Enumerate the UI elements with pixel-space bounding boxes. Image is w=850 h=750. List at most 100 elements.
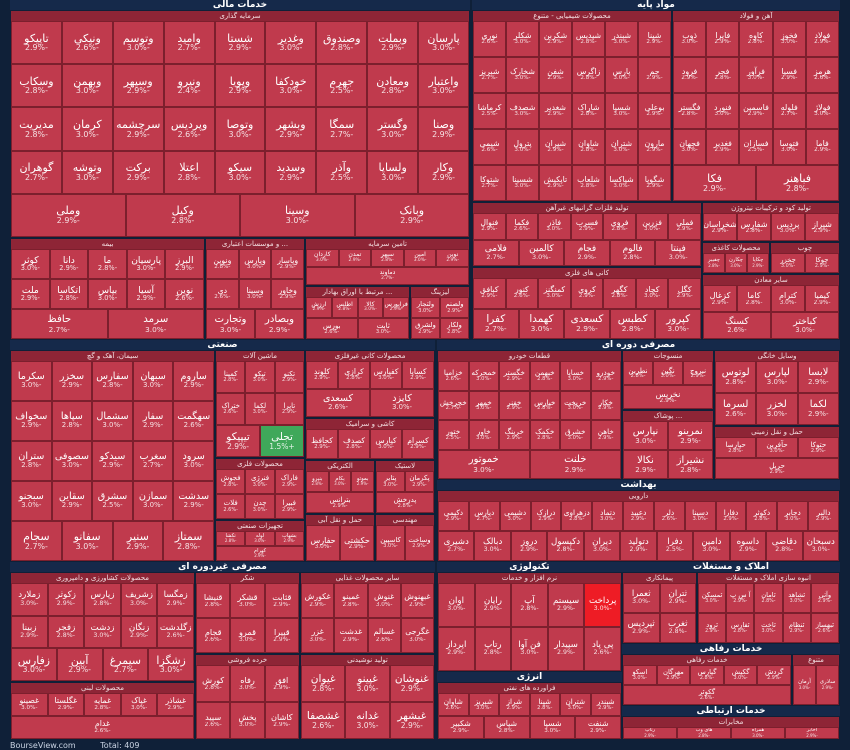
stock-tile[interactable]: خریخت -3.0% <box>560 390 591 420</box>
stock-tile[interactable]: شخارک -3.0% <box>506 57 539 93</box>
stock-tile[interactable]: شپنا -2.9% <box>638 21 671 57</box>
stock-tile[interactable]: ثبهساز -2.6% <box>810 613 839 643</box>
stock-tile[interactable]: کسنگ -2.6% <box>703 312 771 339</box>
stock-tile[interactable]: فاذر -3.0% <box>538 213 571 240</box>
stock-tile[interactable]: ساروم -2.9% <box>173 361 214 401</box>
stock-tile[interactable]: دشیمی -3.0% <box>499 501 531 531</box>
stock-tile[interactable]: ثتران -2.9% <box>659 583 696 613</box>
stock-tile[interactable]: گپارس -2.8% <box>690 665 724 685</box>
stock-tile[interactable]: اتکاسا -2.8% <box>49 279 89 309</box>
stock-tile[interactable]: وسکاب -2.8% <box>11 64 62 108</box>
stock-tile[interactable]: خگستر -2.9% <box>499 361 530 391</box>
stock-tile[interactable]: ذوب -3.0% <box>673 21 707 57</box>
stock-tile[interactable]: کطبس -2.8% <box>609 308 656 339</box>
stock-tile[interactable]: سقاین -2.9% <box>51 481 93 521</box>
stock-tile[interactable]: چخزر -3.0% <box>771 253 805 273</box>
stock-tile[interactable]: نوین -2.6% <box>165 279 204 309</box>
stock-tile[interactable]: نوین -2.9% <box>436 249 469 267</box>
stock-tile[interactable]: وملی -2.9% <box>11 193 126 237</box>
stock-tile[interactable]: قشکر -3.0% <box>230 583 265 618</box>
stock-tile[interactable]: وسینا -3.0% <box>238 279 272 309</box>
stock-tile[interactable]: فباهنر -2.8% <box>756 165 839 201</box>
stock-tile[interactable]: ثعمرا -3.0% <box>623 583 660 613</box>
stock-tile[interactable]: ولساپا -3.0% <box>367 150 419 194</box>
stock-tile[interactable]: فسپا -2.9% <box>772 57 806 93</box>
stock-tile[interactable]: غکورش -2.9% <box>301 583 335 618</box>
stock-tile[interactable]: زفارس -3.0% <box>11 648 57 681</box>
stock-tile[interactable]: خکمک -2.8% <box>529 420 560 450</box>
stock-tile[interactable]: شکبیر -2.9% <box>438 716 484 739</box>
stock-tile[interactable]: دجابر -3.0% <box>777 501 809 531</box>
stock-tile[interactable]: فسازان -2.5% <box>739 129 773 165</box>
stock-tile[interactable]: کاشان -2.9% <box>264 702 299 739</box>
stock-tile[interactable]: کبافق -2.9% <box>473 278 506 309</box>
stock-tile[interactable]: لکما -2.9% <box>797 393 839 425</box>
stock-tile[interactable]: دپارس -2.7% <box>468 501 500 531</box>
stock-tile[interactable]: کسعدی -2.9% <box>564 308 610 339</box>
stock-tile[interactable]: وتوصا -3.0% <box>214 107 266 151</box>
stock-tile[interactable]: خفنر -2.9% <box>499 390 530 420</box>
stock-tile[interactable]: لوله -3.0% <box>245 531 275 546</box>
stock-tile[interactable]: فلامی -2.7% <box>473 239 519 266</box>
stock-tile[interactable]: چکارن -3.0% <box>725 253 747 273</box>
stock-tile[interactable]: فجوش -2.8% <box>216 469 246 494</box>
stock-tile[interactable]: شیران -2.9% <box>539 129 572 165</box>
stock-tile[interactable]: بپاس -3.0% <box>88 279 127 309</box>
stock-tile[interactable]: خمحرکه -3.0% <box>468 361 499 391</box>
stock-tile[interactable]: ختراک -2.6% <box>216 393 246 425</box>
stock-tile[interactable]: آسیا -2.9% <box>126 279 166 309</box>
stock-tile[interactable]: حتوکا -2.9% <box>797 437 839 458</box>
stock-tile[interactable]: سرمد -3.0% <box>107 309 204 339</box>
stock-tile[interactable]: گکیش -3.0% <box>723 665 758 685</box>
stock-tile[interactable]: کرماشا -2.5% <box>473 93 506 129</box>
stock-tile[interactable]: کگهر -2.8% <box>603 278 636 309</box>
stock-tile[interactable]: سصوفی -3.0% <box>51 441 93 481</box>
stock-tile[interactable]: شتوکا -2.7% <box>473 165 506 201</box>
stock-tile[interactable]: ثشاهد -3.0% <box>782 583 811 613</box>
stock-tile[interactable]: فگستر -2.8% <box>673 93 707 129</box>
stock-tile[interactable]: لابسا -2.9% <box>797 361 839 393</box>
stock-tile[interactable]: مارون -2.9% <box>638 129 671 165</box>
stock-tile[interactable]: پخش -3.0% <box>230 702 265 739</box>
stock-tile[interactable]: وبملت -2.9% <box>367 21 419 65</box>
stock-tile[interactable]: رتاپ -2.9% <box>623 727 677 739</box>
stock-tile[interactable]: شتران -3.0% <box>560 693 591 716</box>
stock-tile[interactable]: شکربن -2.9% <box>539 21 572 57</box>
stock-tile[interactable]: وپردیس -2.6% <box>163 107 215 151</box>
stock-tile[interactable]: سخزر -2.9% <box>51 361 93 401</box>
stock-tile[interactable]: زفجر -2.8% <box>47 615 85 649</box>
stock-tile[interactable]: کفرا -2.7% <box>473 308 519 339</box>
stock-tile[interactable]: دکیمی -2.9% <box>438 501 469 531</box>
stock-tile[interactable]: کمنگنز -3.0% <box>538 278 571 309</box>
stock-tile[interactable]: زپارس -2.8% <box>84 583 121 616</box>
stock-tile[interactable]: سمگا -2.7% <box>316 107 368 151</box>
stock-tile[interactable]: وبهمن -3.0% <box>61 64 113 108</box>
stock-tile[interactable]: دکپسول -2.8% <box>547 531 584 561</box>
stock-tile[interactable]: رایان -2.9% <box>474 583 512 627</box>
stock-tile[interactable]: ونیرو -2.4% <box>163 64 215 108</box>
stock-tile[interactable]: البرز -2.9% <box>165 249 204 279</box>
stock-tile[interactable]: درازک -2.9% <box>530 501 562 531</box>
stock-tile[interactable]: وبصادر -2.9% <box>255 309 304 339</box>
stock-tile[interactable]: جم -2.9% <box>638 57 671 93</box>
stock-tile[interactable]: ستران -2.8% <box>11 441 52 481</box>
stock-tile[interactable]: سیستم -2.9% <box>547 583 585 627</box>
stock-tile[interactable]: زشگزا -3.0% <box>148 648 194 681</box>
stock-tile[interactable]: شسینا -3.0% <box>506 165 539 201</box>
stock-tile[interactable]: کسرام -2.9% <box>402 429 434 459</box>
stock-tile[interactable]: ولشرق -2.9% <box>411 318 440 339</box>
stock-tile[interactable]: قثابت -2.9% <box>264 583 299 618</box>
stock-tile[interactable]: اسکو -3.0% <box>623 665 657 685</box>
stock-tile[interactable]: سرود -3.0% <box>173 441 214 481</box>
stock-tile[interactable]: سپهر -2.8% <box>371 249 404 267</box>
stock-tile[interactable]: آپ -2.8% <box>511 583 548 627</box>
stock-tile[interactable]: مهرگان -2.9% <box>656 665 691 685</box>
stock-tile[interactable]: کاسپین -3.0% <box>376 525 405 561</box>
stock-tile[interactable]: پارس -3.0% <box>605 57 638 93</box>
stock-tile[interactable]: ارزش -2.9% <box>306 297 332 318</box>
stock-tile[interactable]: شخراسان -2.9% <box>703 213 737 241</box>
stock-tile[interactable]: فسرب -2.9% <box>570 213 604 240</box>
stock-tile[interactable]: خچرخش -2.7% <box>438 390 469 420</box>
stock-tile[interactable]: خلنت -2.9% <box>529 449 621 479</box>
stock-tile[interactable]: حریل -2.9% <box>715 458 839 479</box>
